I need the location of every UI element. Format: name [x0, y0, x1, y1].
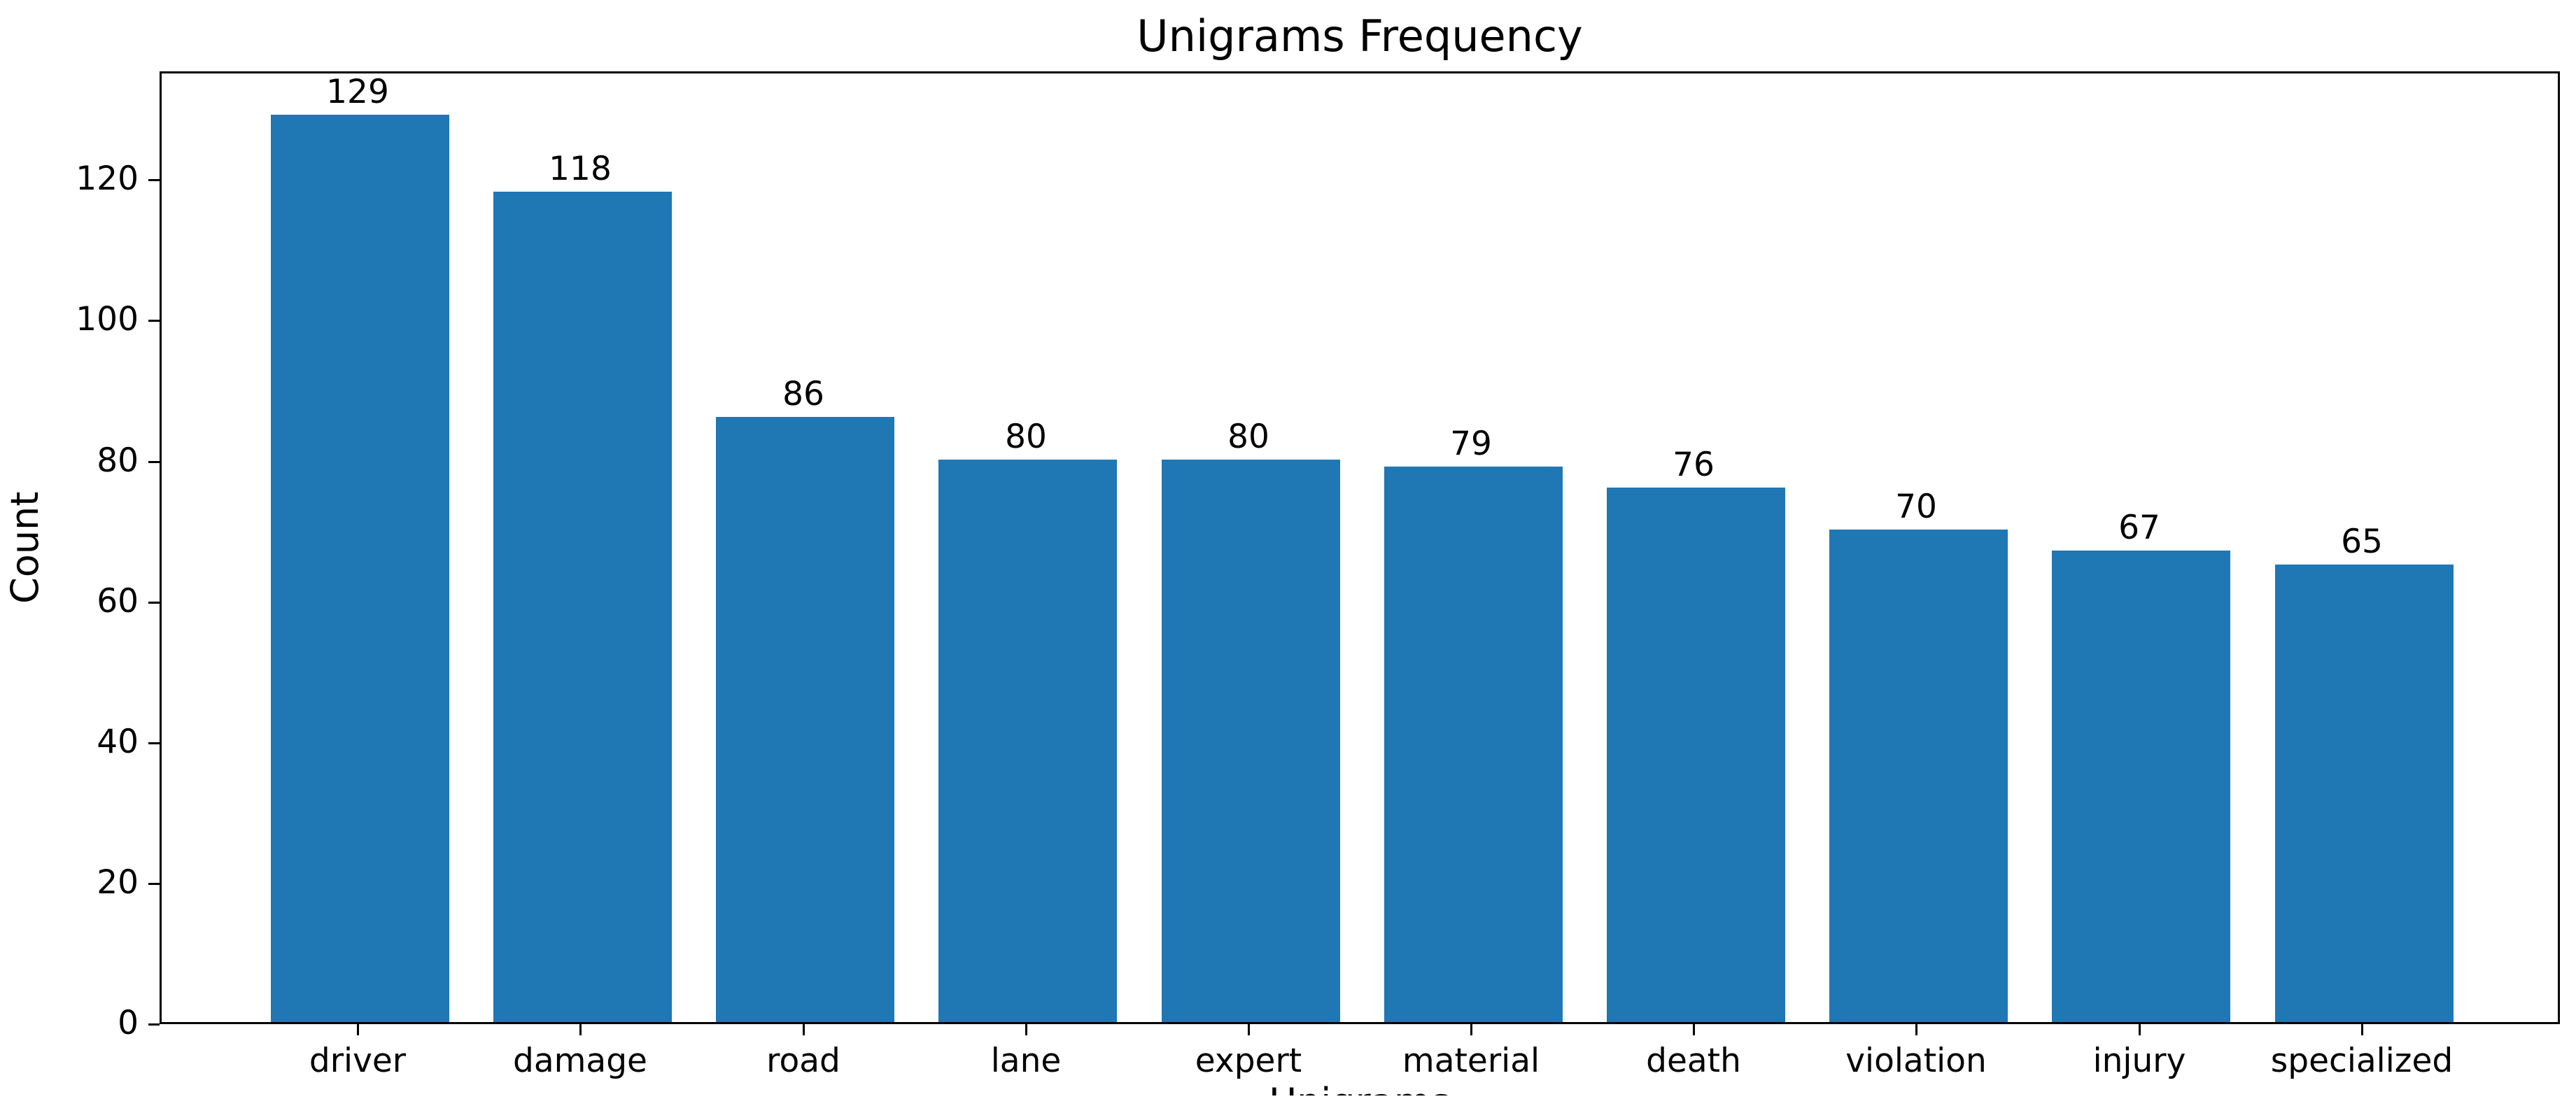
x-tick-mark — [1470, 1024, 1472, 1035]
y-tick-label: 60 — [97, 582, 139, 621]
bar-value-label: 80 — [1005, 418, 1047, 456]
y-tick-mark — [148, 1023, 160, 1026]
bar-road — [716, 417, 894, 1022]
bar-value-label: 118 — [549, 150, 612, 188]
x-tick-mark — [2361, 1024, 2363, 1035]
x-tick-label: injury — [2092, 1042, 2186, 1080]
x-tick-mark — [803, 1024, 805, 1035]
bar-driver — [271, 115, 449, 1022]
bar-value-label: 65 — [2341, 523, 2383, 561]
x-tick-mark — [2139, 1024, 2141, 1035]
x-tick-label: damage — [513, 1042, 647, 1080]
bar-value-label: 67 — [2118, 509, 2160, 547]
y-tick-mark — [148, 883, 160, 885]
x-tick-label: specialized — [2270, 1042, 2454, 1080]
x-tick-mark — [1025, 1024, 1027, 1035]
x-tick-label: expert — [1195, 1042, 1302, 1080]
bar-violation — [1829, 530, 2008, 1022]
chart-title: Unigrams Frequency — [1136, 10, 1583, 62]
bar-lane — [938, 460, 1117, 1022]
bar-specialized — [2275, 565, 2454, 1022]
bar-value-label: 79 — [1450, 425, 1492, 463]
bar-expert — [1162, 460, 1340, 1022]
x-tick-label: material — [1402, 1042, 1540, 1080]
x-tick-label: violation — [1845, 1042, 1987, 1080]
bar-value-label: 70 — [1895, 488, 1937, 526]
y-tick-label: 80 — [97, 441, 139, 480]
y-tick-mark — [148, 179, 160, 181]
y-tick-label: 120 — [76, 159, 139, 198]
bar-damage — [493, 192, 672, 1022]
bar-death — [1607, 488, 1785, 1022]
y-tick-mark — [148, 320, 160, 322]
y-tick-mark — [148, 742, 160, 744]
y-tick-mark — [148, 461, 160, 463]
bar-value-label: 86 — [782, 375, 824, 413]
x-tick-label: road — [766, 1042, 840, 1080]
y-tick-label: 20 — [97, 863, 139, 902]
x-tick-label: driver — [309, 1042, 407, 1080]
x-tick-mark — [1248, 1024, 1250, 1035]
x-axis-label-container: Unigrams — [160, 1084, 2560, 1096]
x-tick-mark — [579, 1024, 582, 1035]
y-tick-label: 40 — [97, 723, 139, 761]
plot-area — [160, 71, 2560, 1024]
x-tick-label: lane — [990, 1042, 1062, 1080]
y-tick-label: 100 — [76, 300, 139, 339]
bar-value-label: 76 — [1673, 446, 1715, 484]
y-tick-mark — [148, 602, 160, 604]
x-axis-label: Unigrams — [1269, 1084, 1450, 1096]
bar-value-label: 129 — [326, 73, 389, 111]
y-tick-label: 0 — [118, 1004, 139, 1042]
x-tick-mark — [1693, 1024, 1695, 1035]
x-tick-mark — [1915, 1024, 1917, 1035]
x-tick-label: death — [1646, 1042, 1741, 1080]
bar-injury — [2052, 551, 2230, 1022]
bar-value-label: 80 — [1227, 418, 1269, 456]
bar-material — [1384, 467, 1563, 1022]
x-tick-mark — [357, 1024, 359, 1035]
